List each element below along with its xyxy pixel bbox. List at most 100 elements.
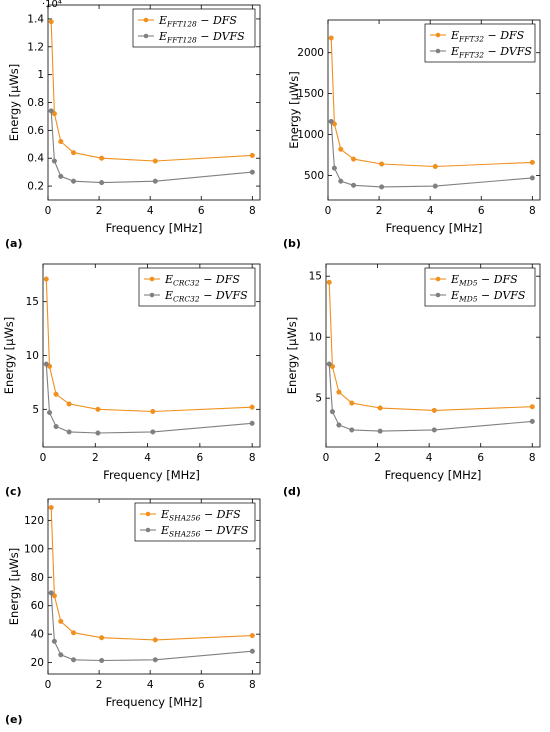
y-tick-label: 1.4 xyxy=(27,13,44,25)
data-point-dfs xyxy=(249,633,255,639)
y-tick-label: 40 xyxy=(31,629,44,641)
x-tick-label: 4 xyxy=(427,205,434,217)
legend-swatch-marker xyxy=(143,17,149,23)
data-point-dvfs xyxy=(99,180,105,186)
x-tick-label: 0 xyxy=(45,205,52,217)
data-point-dfs xyxy=(43,276,49,282)
data-point-dfs xyxy=(51,111,57,117)
legend-box xyxy=(134,502,256,542)
plot-frame xyxy=(325,263,541,448)
legend-entry: EFFT128 − DFS xyxy=(158,14,237,29)
data-point-dvfs xyxy=(53,423,59,430)
x-tick-label: 2 xyxy=(96,205,103,217)
x-tick-label: 4 xyxy=(147,205,154,217)
chart-panel-1: 0 2 4 6 8 0.2 0.4 0.6 0.8 1 1.2 1.4 ·10⁴ Frequency [M… xyxy=(5,0,261,250)
data-point-dvfs xyxy=(152,178,158,184)
data-point-dfs xyxy=(58,138,64,145)
data-point-dfs xyxy=(349,400,355,406)
legend-swatch-marker xyxy=(435,32,441,38)
x-tick-label: 6 xyxy=(478,205,485,217)
legend-swatch-marker xyxy=(143,33,149,39)
legend-box xyxy=(424,267,536,307)
data-point-dvfs xyxy=(46,410,53,416)
legend-entry: EFFT32 − DVFS xyxy=(450,45,532,60)
data-point-dfs xyxy=(350,156,357,162)
legend-swatch-marker xyxy=(149,276,155,282)
y-axis-label: Energy [µWs] xyxy=(2,317,16,395)
data-point-dvfs xyxy=(95,430,101,436)
data-point-dvfs xyxy=(58,652,64,658)
x-tick-label: 2 xyxy=(96,679,103,691)
data-point-dvfs xyxy=(48,108,54,114)
y-tick-label: 0.4 xyxy=(27,153,44,165)
data-point-dvfs xyxy=(43,361,49,367)
x-tick-label: 6 xyxy=(477,452,484,464)
legend-entry: EFFT128 − DVFS xyxy=(158,30,245,45)
y-axis-label: Energy [µWs] xyxy=(285,317,299,395)
chart-panel-4: 0 2 4 6 8 5 10 15 Frequency [MHz] Energy [µWs] EMD… xyxy=(283,263,541,498)
data-point-dfs xyxy=(328,35,334,41)
y-tick-label: 5 xyxy=(315,393,322,405)
legend-box xyxy=(424,23,536,63)
chart-panel-2: 0 2 4 6 8 500 1000 1500 2000 Frequency [MHz] Energ… xyxy=(283,19,541,250)
data-point-dfs xyxy=(51,593,57,599)
y-tick-label: 60 xyxy=(31,600,44,612)
legend-entry: ECRC32 − DVFS xyxy=(164,289,248,304)
y-axis-label: Energy [µWs] xyxy=(287,71,301,149)
legend-entry: EMD5 − DVFS xyxy=(450,289,526,304)
y-tick-label: 120 xyxy=(24,515,44,527)
data-point-dvfs xyxy=(249,169,255,175)
data-point-dvfs xyxy=(529,175,535,181)
legend-box xyxy=(132,8,256,48)
series-line-dvfs xyxy=(45,364,253,434)
data-point-dvfs xyxy=(350,182,357,188)
y-tick-label: 10 xyxy=(26,350,39,362)
y-tick-label: 500 xyxy=(304,170,324,182)
y-tick-label: 15 xyxy=(309,271,322,283)
data-point-dfs xyxy=(336,389,342,395)
data-point-dfs xyxy=(48,504,54,511)
y-axis-label: Energy [µWs] xyxy=(7,64,21,142)
data-point-dvfs xyxy=(431,427,437,433)
data-point-dfs xyxy=(58,618,64,624)
legend-swatch-marker xyxy=(435,292,441,298)
data-point-dvfs xyxy=(336,422,342,428)
x-axis-label: Frequency [MHz] xyxy=(103,468,200,482)
y-tick-label: 5 xyxy=(32,404,39,416)
data-point-dvfs xyxy=(329,409,335,415)
legend-entry: ESHA256 − DVFS xyxy=(160,524,249,539)
legend-swatch-marker xyxy=(435,276,441,282)
legend-entry: ECRC32 − DFS xyxy=(164,273,240,288)
y-tick-label: 0.8 xyxy=(27,97,44,109)
y-tick-label: 1 xyxy=(37,69,44,81)
data-point-dvfs xyxy=(70,657,77,663)
data-point-dvfs xyxy=(349,427,355,433)
data-point-dvfs xyxy=(379,184,385,190)
data-point-dfs xyxy=(53,391,59,397)
y-tick-label: 1000 xyxy=(297,129,324,141)
data-point-dfs xyxy=(152,158,158,164)
panel-label: (b) xyxy=(283,237,301,250)
data-point-dfs xyxy=(152,637,158,643)
data-point-dvfs xyxy=(51,158,57,164)
y-axis-label: Energy [µWs] xyxy=(7,548,21,626)
legend-entry: EFFT32 − DFS xyxy=(450,29,525,44)
data-point-dfs xyxy=(529,159,535,165)
series-line-dvfs xyxy=(330,121,533,188)
data-point-dfs xyxy=(529,404,535,410)
data-point-dfs xyxy=(431,407,437,413)
data-point-dvfs xyxy=(377,428,383,434)
data-point-dfs xyxy=(249,404,255,410)
data-point-dvfs xyxy=(432,183,438,189)
panel-label: (e) xyxy=(5,713,23,726)
data-point-dfs xyxy=(326,279,332,285)
x-axis-label: Frequency [MHz] xyxy=(385,468,482,482)
y-multiplier: ·10⁴ xyxy=(42,0,62,10)
data-point-dvfs xyxy=(326,361,332,367)
data-point-dfs xyxy=(95,406,101,412)
y-tick-label: 0.6 xyxy=(27,125,44,137)
data-point-dfs xyxy=(150,408,156,415)
data-point-dvfs xyxy=(70,178,77,184)
x-axis-label: Frequency [MHz] xyxy=(106,695,203,709)
